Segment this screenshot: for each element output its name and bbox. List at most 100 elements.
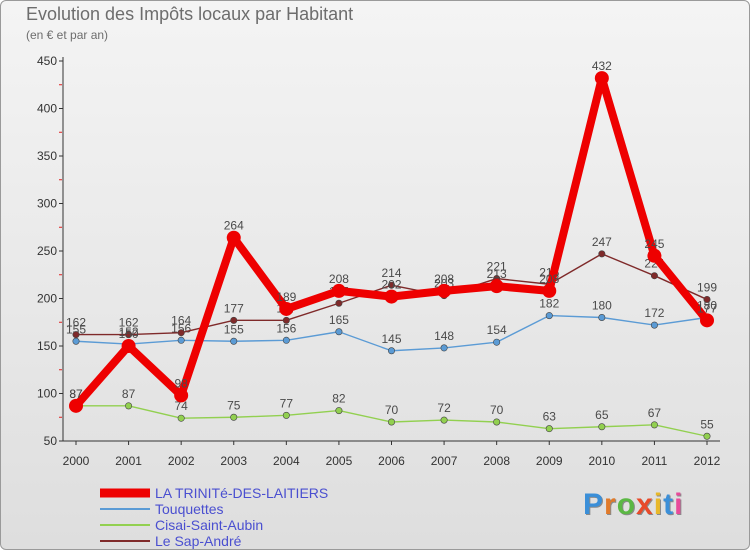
data-label-0: 213 (487, 267, 507, 281)
data-point-0 (384, 289, 399, 304)
data-point-1 (335, 328, 343, 336)
data-point-0 (226, 230, 241, 245)
data-label-3: 162 (119, 316, 139, 330)
data-label-0: 432 (592, 59, 612, 73)
data-label-3: 177 (224, 301, 244, 315)
data-label-0: 208 (329, 272, 349, 286)
data-label-3: 162 (66, 316, 86, 330)
data-label-0: 208 (434, 272, 454, 286)
data-point-1 (545, 312, 553, 320)
data-label-2: 55 (700, 417, 714, 431)
data-label-3: 164 (171, 314, 191, 328)
data-point-3 (650, 272, 658, 280)
data-point-3 (72, 331, 80, 339)
chart-title: Evolution des Impôts locaux par Habitant (26, 4, 354, 24)
data-point-0 (700, 313, 714, 328)
data-point-1 (282, 336, 290, 344)
data-label-2: 65 (595, 408, 609, 422)
data-point-2 (545, 425, 553, 433)
x-tick-label: 2000 (63, 454, 90, 468)
data-point-3 (703, 295, 711, 303)
data-label-2: 70 (490, 403, 504, 417)
data-point-1 (598, 313, 606, 321)
data-label-0: 150 (119, 327, 139, 341)
data-point-0 (437, 283, 452, 298)
x-tick-label: 2007 (431, 454, 458, 468)
data-label-3: 214 (381, 266, 401, 280)
data-point-0 (279, 301, 294, 316)
y-tick-label: 250 (37, 244, 57, 258)
data-point-0 (69, 398, 83, 413)
y-tick-label: 400 (37, 102, 57, 116)
data-label-0: 264 (224, 219, 244, 233)
data-point-2 (282, 411, 290, 419)
data-label-2: 67 (648, 406, 662, 420)
data-point-3 (387, 281, 395, 289)
data-label-0: 87 (69, 387, 83, 401)
x-tick-label: 2011 (642, 454, 668, 468)
series-line-0 (72, 74, 711, 410)
data-point-2 (703, 432, 711, 440)
data-point-2 (493, 418, 501, 426)
legend-swatch (100, 508, 150, 510)
x-tick-label: 2009 (536, 454, 563, 468)
y-tick-label: 300 (37, 197, 57, 211)
data-label-2: 82 (332, 392, 346, 406)
data-label-1: 165 (329, 313, 349, 327)
data-label-1: 145 (381, 332, 401, 346)
data-label-0: 202 (381, 278, 401, 292)
logo-letter: i (653, 488, 664, 521)
data-point-0 (542, 283, 557, 298)
data-point-3 (230, 316, 238, 324)
data-label-2: 87 (122, 387, 136, 401)
x-tick-label: 2006 (378, 454, 405, 468)
data-point-1 (493, 338, 501, 346)
data-point-1 (230, 337, 238, 345)
logo-letter: r (604, 488, 617, 521)
data-point-1 (440, 344, 448, 352)
data-label-0: 177 (697, 301, 717, 315)
logo-letter: t (663, 488, 675, 521)
data-point-3 (282, 316, 290, 324)
data-label-1: 172 (644, 306, 664, 320)
data-point-0 (174, 388, 189, 403)
x-tick-label: 2008 (483, 454, 510, 468)
data-label-2: 63 (543, 410, 557, 424)
y-tick-label: 150 (37, 339, 57, 353)
data-label-2: 72 (437, 401, 451, 415)
data-point-3 (177, 329, 185, 337)
data-point-1 (72, 337, 80, 345)
data-label-3: 247 (592, 235, 612, 249)
y-tick-label: 350 (37, 149, 57, 163)
x-tick-label: 2003 (220, 454, 247, 468)
data-label-1: 148 (434, 329, 454, 343)
data-point-2 (650, 421, 658, 429)
logo-letter: x (636, 488, 654, 521)
data-label-0: 208 (539, 272, 559, 286)
data-label-0: 189 (276, 290, 296, 304)
data-point-0 (331, 283, 346, 298)
x-tick-label: 2010 (588, 454, 615, 468)
data-point-3 (598, 250, 606, 258)
data-label-1: 156 (276, 321, 296, 335)
data-label-1: 154 (487, 323, 507, 337)
x-tick-label: 2004 (273, 454, 300, 468)
data-label-2: 75 (227, 398, 241, 412)
legend-label: LA TRINITé-DES-LAITIERS (155, 485, 329, 501)
data-label-1: 155 (224, 322, 244, 336)
data-point-2 (177, 414, 185, 422)
legend-swatch (100, 524, 150, 526)
x-tick-label: 2002 (168, 454, 195, 468)
legend-swatch (100, 540, 150, 542)
data-point-2 (598, 423, 606, 431)
data-label-3: 199 (697, 280, 717, 294)
legend-label: Le Sap-André (155, 533, 242, 549)
data-label-2: 77 (280, 396, 294, 410)
x-tick-label: 2012 (694, 454, 721, 468)
data-point-2 (125, 402, 133, 410)
data-point-2 (387, 418, 395, 426)
y-tick-label: 100 (37, 387, 57, 401)
y-tick-label: 450 (37, 54, 57, 68)
data-label-0: 245 (644, 237, 664, 251)
